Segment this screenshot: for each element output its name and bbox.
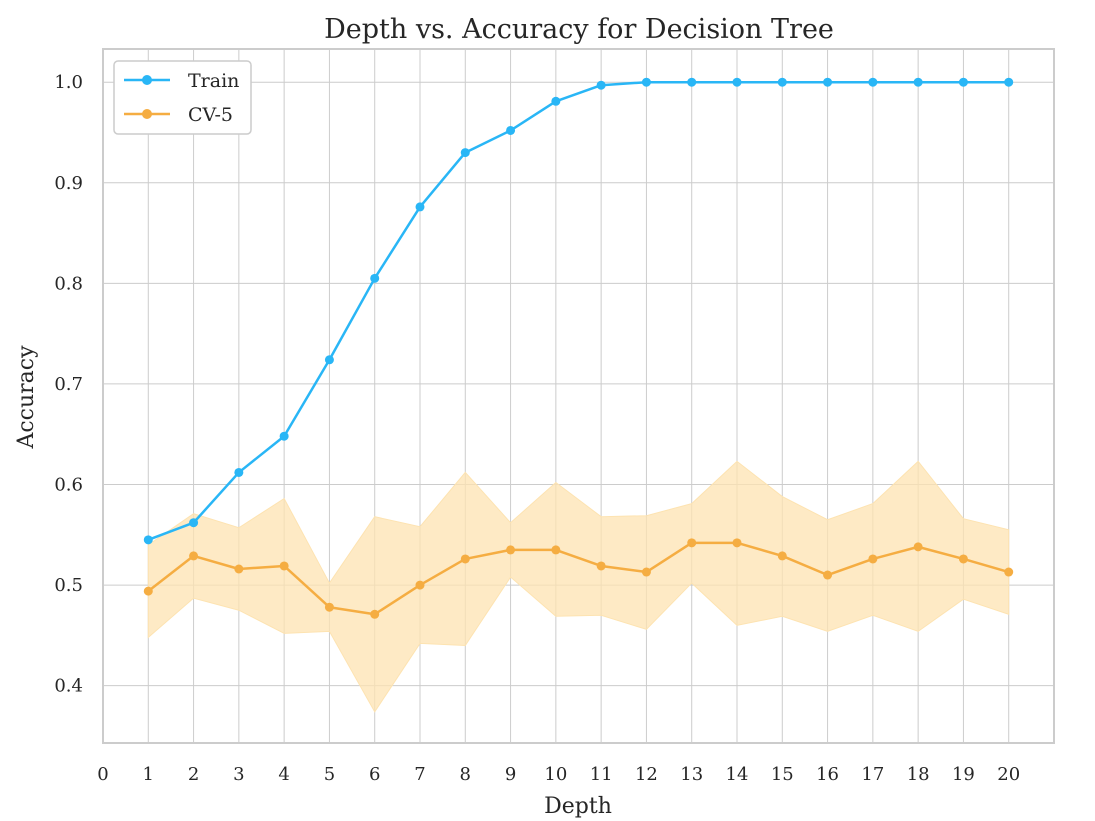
train-point — [732, 77, 742, 87]
x-tick-label: 7 — [414, 764, 425, 785]
cv5-point — [415, 580, 425, 590]
x-tick-label: 6 — [369, 764, 380, 785]
y-tick-label: 0.6 — [54, 475, 83, 496]
cv5-point — [913, 542, 923, 552]
legend-marker-train — [142, 75, 152, 85]
x-tick-label: 3 — [233, 764, 244, 785]
legend-marker-cv5 — [142, 109, 152, 119]
cv5-std-band — [147, 460, 1010, 713]
x-tick-label: 15 — [771, 764, 794, 785]
train-point — [506, 125, 516, 135]
cv5-point — [1004, 567, 1014, 577]
cv5-point — [958, 554, 968, 564]
cv5-point — [279, 561, 289, 571]
cv5-point — [687, 538, 697, 548]
train-point — [460, 148, 470, 158]
cv5-point — [234, 564, 244, 574]
cv5-point — [506, 545, 516, 555]
cv5-point — [189, 551, 199, 561]
y-tick-label: 0.5 — [54, 575, 83, 596]
cv5-point — [777, 551, 787, 561]
tick-labels: 0 1 2 3 4 5 6 7 8 9 10 11 12 13 14 15 16 17 18 19 200.40.50.… — [54, 72, 1020, 785]
train-point — [868, 77, 878, 87]
y-tick-label: 1.0 — [54, 72, 83, 93]
x-tick-label: 10 — [544, 764, 567, 785]
train-point — [324, 355, 334, 365]
plot-frame — [102, 48, 1055, 744]
train-line — [147, 80, 1009, 541]
x-axis-label: Depth — [544, 794, 612, 819]
train-point — [1004, 77, 1014, 87]
cv5-point — [143, 586, 153, 596]
train-point — [143, 535, 153, 545]
x-tick-label: 0 — [97, 764, 108, 785]
train-point — [641, 77, 651, 87]
x-tick-label: 12 — [635, 764, 658, 785]
x-tick-label: 17 — [861, 764, 884, 785]
y-tick-label: 0.9 — [54, 173, 83, 194]
cv-band-layer — [147, 460, 1010, 713]
cv5-point — [823, 570, 833, 580]
cv5-point — [641, 567, 651, 577]
series-markers — [143, 77, 1014, 619]
train-point — [279, 431, 289, 441]
y-tick-label: 0.8 — [54, 273, 83, 294]
train-point — [551, 96, 561, 106]
train-point — [958, 77, 968, 87]
x-tick-label: 4 — [278, 764, 289, 785]
legend-label-cv5: CV-5 — [188, 104, 233, 126]
x-tick-label: 16 — [816, 764, 839, 785]
x-tick-label: 8 — [460, 764, 471, 785]
legend: Train CV-5 — [113, 60, 252, 135]
x-tick-label: 2 — [188, 764, 199, 785]
train-point — [415, 202, 425, 212]
x-tick-label: 13 — [680, 764, 703, 785]
train-point — [687, 77, 697, 87]
x-tick-label: 19 — [952, 764, 975, 785]
cv5-point — [868, 554, 878, 564]
series-lines — [147, 80, 1010, 616]
train-point — [777, 77, 787, 87]
train-point — [823, 77, 833, 87]
train-point — [370, 273, 380, 283]
x-tick-label: 5 — [324, 764, 335, 785]
x-tick-label: 18 — [907, 764, 930, 785]
cv5-line — [147, 541, 1010, 616]
train-point — [596, 80, 606, 90]
legend-label-train: Train — [188, 70, 239, 92]
x-tick-label: 11 — [590, 764, 613, 785]
y-tick-label: 0.7 — [54, 374, 83, 395]
cv5-point — [370, 609, 380, 619]
x-tick-label: 9 — [505, 764, 516, 785]
cv5-point — [324, 602, 334, 612]
train-point — [234, 467, 244, 477]
x-tick-label: 20 — [997, 764, 1020, 785]
train-point — [189, 518, 199, 528]
cv5-point — [596, 561, 606, 571]
cv5-point — [460, 554, 470, 564]
x-tick-label: 1 — [143, 764, 154, 785]
chart-title: Depth vs. Accuracy for Decision Tree — [324, 14, 834, 45]
x-tick-label: 14 — [726, 764, 749, 785]
y-tick-label: 0.4 — [54, 676, 83, 697]
train-point — [913, 77, 923, 87]
grid — [102, 49, 1054, 743]
cv5-point — [732, 538, 742, 548]
y-axis-label: Accuracy — [14, 345, 39, 450]
cv5-point — [551, 545, 561, 555]
